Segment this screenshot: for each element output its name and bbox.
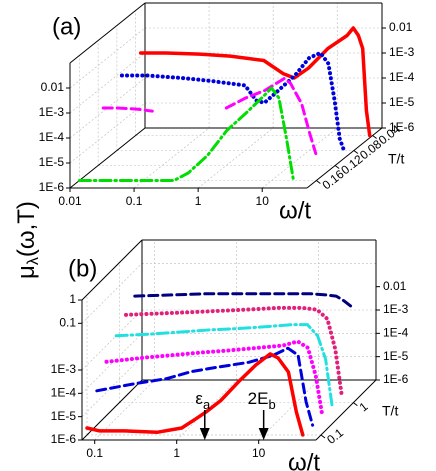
series-line — [133, 292, 353, 308]
series-line — [101, 77, 318, 156]
right-z-tick-label: 1E-4 — [383, 326, 409, 340]
annotation: 2Eb — [248, 389, 276, 412]
box-edge — [69, 2, 146, 64]
depth-tick — [372, 135, 377, 139]
series-line — [114, 323, 334, 408]
x-axis-label: ω/t — [279, 197, 311, 224]
depth-axis-label: T/t — [388, 151, 404, 167]
series-line — [104, 339, 325, 418]
side-grid-line — [69, 102, 146, 164]
floor-grid-line — [197, 127, 274, 189]
panel-label: (b) — [68, 255, 97, 282]
x-tick-label: 1 — [173, 446, 180, 460]
panel: 0.1 1 10 1 0.1 1E-3 1E-4 1E-5 1E-6 0.01 1E-3 1E-4 1E… — [51, 239, 409, 471]
side-grid-line — [69, 27, 146, 89]
x-tick-label: 0.1 — [126, 194, 143, 208]
series-line — [95, 346, 315, 427]
right-z-tick-label: 0.01 — [383, 279, 407, 293]
z-tick-label: 0.1 — [59, 316, 76, 330]
series-line — [124, 305, 344, 398]
right-z-tick-label: 1E-3 — [389, 45, 415, 59]
x-tick-label: 0.1 — [86, 446, 103, 460]
z-tick-label: 1E-3 — [39, 105, 65, 119]
right-z-tick-label: 1E-6 — [383, 372, 409, 386]
floor-grid-line — [133, 127, 210, 189]
annotation-label: 2E — [248, 389, 269, 408]
right-z-tick-label: 1E-6 — [389, 120, 415, 134]
annotation-arrowhead — [258, 428, 269, 440]
depth-tick-label: 1 — [357, 399, 371, 414]
z-tick-label: 1E-5 — [39, 155, 65, 169]
series-line — [138, 26, 372, 138]
right-z-tick-label: 1E-5 — [383, 349, 409, 363]
z-tick-label: 1E-6 — [39, 180, 65, 194]
right-z-tick-label: 0.01 — [389, 20, 413, 34]
depth-axis-label: T/t — [382, 403, 398, 419]
annotation-arrowhead — [199, 428, 210, 440]
x-tick-label: 0.01 — [58, 194, 82, 208]
box-edge — [306, 127, 383, 189]
y-label-args: (ω,T) — [13, 201, 40, 257]
panel: 0.01 0.1 1 100.011E-31E-41E-51E-60.011E-31E… — [39, 2, 415, 224]
series-line — [85, 352, 305, 437]
panel-label: (a) — [52, 13, 81, 40]
annotation: εa — [195, 389, 211, 412]
y-label-symbol: μ — [13, 265, 40, 279]
right-z-tick-label: 1E-5 — [389, 95, 415, 109]
annotation-label: ε — [195, 389, 203, 408]
right-z-tick-label: 1E-4 — [389, 70, 415, 84]
y-axis-label: μλ(ω,T) — [13, 201, 42, 279]
z-tick-label: 1E-6 — [51, 432, 77, 446]
depth-tick — [320, 434, 326, 439]
y-label-subscript: λ — [25, 257, 42, 265]
box-edge — [315, 379, 377, 441]
series-line — [77, 86, 295, 182]
right-z-tick-label: 1E-3 — [383, 302, 409, 316]
z-tick-label: 1E-4 — [51, 386, 77, 400]
z-tick-label: 1 — [69, 292, 76, 306]
x-tick-label: 1 — [195, 194, 202, 208]
annotation-subscript: b — [268, 397, 275, 412]
depth-tick — [353, 150, 359, 154]
side-grid-line — [69, 52, 146, 114]
x-tick-label: 10 — [256, 194, 270, 208]
annotation-subscript: a — [203, 397, 211, 412]
z-tick-label: 1E-5 — [51, 409, 77, 423]
z-tick-label: 0.01 — [41, 80, 65, 94]
z-tick-label: 1E-4 — [39, 130, 65, 144]
floor-grid-line — [262, 127, 338, 189]
series-line — [119, 50, 346, 153]
box-edge — [69, 127, 146, 189]
depth-tick — [334, 165, 340, 169]
box-edge — [81, 239, 143, 301]
depth-tick — [353, 402, 358, 407]
x-axis-label: ω/t — [288, 449, 320, 471]
z-tick-label: 1E-3 — [51, 362, 77, 376]
depth-tick — [316, 180, 321, 184]
x-tick-label: 10 — [252, 446, 266, 460]
